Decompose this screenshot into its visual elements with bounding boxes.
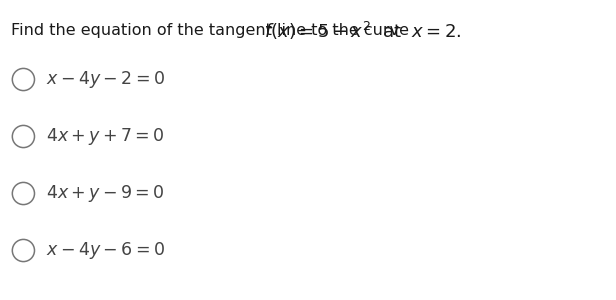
Text: $4x+y-9=0$: $4x+y-9=0$ <box>46 183 164 204</box>
Text: $x-4y-6=0$: $x-4y-6=0$ <box>46 240 165 261</box>
Text: $4x+y+7=0$: $4x+y+7=0$ <box>46 126 164 147</box>
Text: Find the equation of the tangent line to the curve: Find the equation of the tangent line to… <box>11 22 414 38</box>
Text: $f(x)=5-x^{2}$  at  $x=2.$: $f(x)=5-x^{2}$ at $x=2.$ <box>264 20 461 42</box>
Text: $x-4y-2=0$: $x-4y-2=0$ <box>46 69 165 90</box>
